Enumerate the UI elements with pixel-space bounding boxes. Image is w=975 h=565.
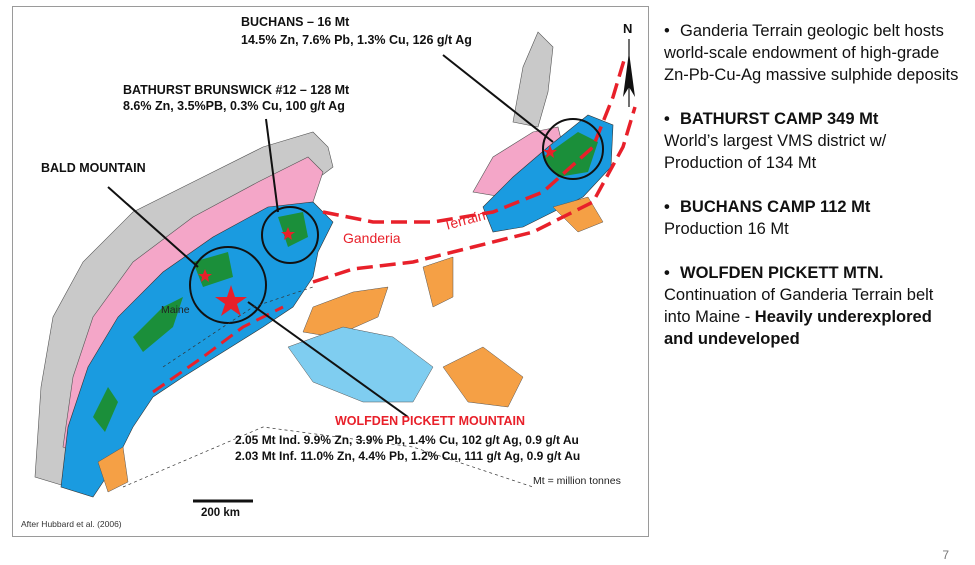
bullet-text: Ganderia Terrain geologic belt hosts wor… <box>664 22 959 84</box>
bullet-item: • BATHURST CAMP 349 Mt World’s largest VM… <box>664 110 887 172</box>
red-star-icon <box>198 269 212 282</box>
units-note: Mt = million tonnes <box>533 475 621 487</box>
geologic-map: BUCHANS – 16 Mt 14.5% Zn, 7.6% Pb, 1.3% … <box>12 6 649 537</box>
wolfden-inferred: 2.03 Mt Inf. 11.0% Zn, 4.4% Pb, 1.2% Cu,… <box>235 449 581 463</box>
bullet-text: Production 16 Mt <box>664 220 789 238</box>
green-zone <box>93 387 118 432</box>
bullet-list: • Ganderia Terrain geologic belt hosts wo… <box>664 20 964 372</box>
bald-mountain-circle <box>189 246 267 324</box>
pointer-line <box>247 301 409 418</box>
bullet-lead: WOLFDEN PICKETT MTN. <box>680 264 884 282</box>
wolfden-title: WOLFDEN PICKETT MOUNTAIN <box>335 414 526 428</box>
green-zone <box>133 297 183 352</box>
light-blue-zone <box>287 326 434 403</box>
map-graphic <box>34 31 637 503</box>
scale-label: 200 km <box>201 507 241 519</box>
maine-label: Maine <box>161 304 190 316</box>
bald-mountain-label: BALD MOUNTAIN <box>41 161 146 175</box>
terrain-boundary <box>152 305 284 394</box>
buchans-grades: 14.5% Zn, 7.6% Pb, 1.3% Cu, 126 g/t Ag <box>241 33 472 47</box>
ganderia-label: Ganderia <box>343 230 401 246</box>
orange-zone <box>422 256 454 308</box>
page-number: 7 <box>942 548 949 562</box>
terrain-boundary <box>312 106 637 284</box>
bathurst-title: BATHURST BRUNSWICK #12 – 128 Mt <box>123 83 350 97</box>
bullet-item: • WOLFDEN PICKETT MTN. Continuation of Ga… <box>664 264 934 348</box>
bullet-bold-tail: Heavily underexplored and undeveloped <box>664 308 932 348</box>
pointer-line <box>265 118 279 213</box>
pointer-line <box>442 54 554 143</box>
green-zone-nf <box>543 132 598 177</box>
orange-zone <box>442 346 524 408</box>
buchans-title: BUCHANS – 16 Mt <box>241 15 350 29</box>
north-label: N <box>623 21 633 36</box>
wolfden-indicated: 2.05 Mt Ind. 9.9% Zn, 3.9% Pb, 1.4% Cu, … <box>235 433 579 447</box>
bullet-text: World’s largest VMS district w/ Producti… <box>664 132 887 172</box>
bathurst-grades: 8.6% Zn, 3.5%PB, 0.3% Cu, 100 g/t Ag <box>123 99 345 113</box>
bathurst-circle <box>261 206 319 264</box>
pointer-line <box>107 186 199 268</box>
bullet-item: • Ganderia Terrain geologic belt hosts wo… <box>664 22 959 84</box>
bullet-lead: BATHURST CAMP 349 Mt <box>680 110 879 128</box>
buchans-circle <box>542 118 604 180</box>
orange-zone <box>302 286 389 338</box>
red-star-icon <box>215 285 247 316</box>
red-star-icon <box>543 145 557 158</box>
contour-line <box>162 286 314 368</box>
bullet-text: Continuation of Ganderia Terrain belt in… <box>664 286 934 326</box>
bullet-lead: BUCHANS CAMP 112 Mt <box>680 198 871 216</box>
north-arrow-icon <box>623 39 635 107</box>
orange-zone <box>97 446 129 493</box>
orange-zone-nf <box>552 196 604 233</box>
credit-label: After Hubbard et al. (2006) <box>21 519 122 529</box>
grey-belt-nf <box>512 31 554 128</box>
red-star-icon <box>281 227 295 240</box>
terrain-boundary <box>322 56 627 224</box>
contour-line <box>122 426 534 488</box>
bullet-item: • BUCHANS CAMP 112 Mt Production 16 Mt <box>664 198 871 238</box>
